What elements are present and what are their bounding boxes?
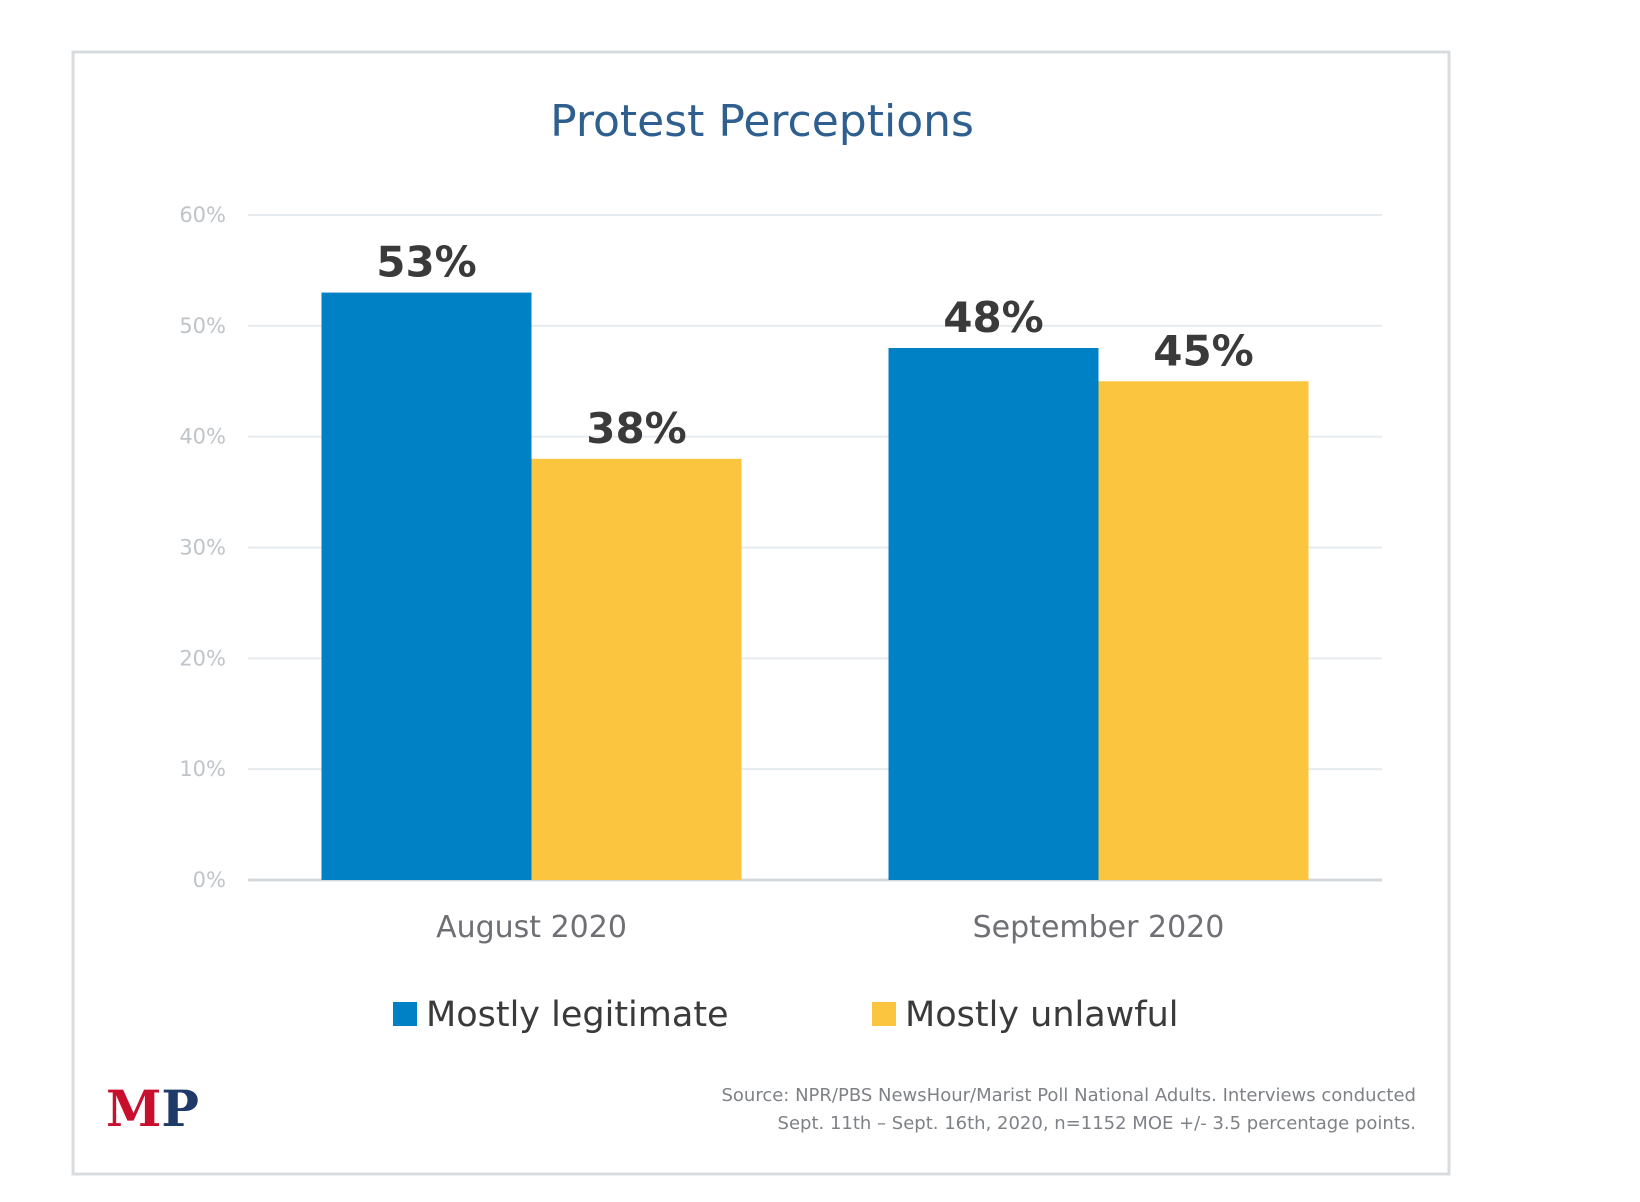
- data-label: 45%: [1153, 326, 1254, 375]
- y-tick-label: 60%: [179, 203, 226, 227]
- legend: Mostly legitimate Mostly unlawful: [393, 995, 1179, 1035]
- y-tick-label: 30%: [179, 536, 226, 560]
- source-note-line1: Source: NPR/PBS NewsHour/Marist Poll Nat…: [721, 1085, 1416, 1106]
- source-note-line2: Sept. 11th – Sept. 16th, 2020, n=1152 MO…: [778, 1113, 1416, 1134]
- y-tick-label: 10%: [179, 757, 226, 781]
- bar-mostly-legitimate-1: [888, 348, 1099, 880]
- y-tick-label: 50%: [179, 314, 226, 338]
- bars: [321, 292, 1309, 880]
- bar-mostly-unlawful-1: [1098, 381, 1309, 880]
- bar-mostly-unlawful-0: [531, 458, 742, 880]
- category-label: August 2020: [436, 910, 627, 945]
- y-tick-label: 40%: [179, 425, 226, 449]
- data-labels: 53% 38% 48% 45%: [376, 238, 1254, 453]
- bar-mostly-legitimate-0: [321, 292, 532, 880]
- data-label: 53%: [376, 238, 477, 287]
- svg-text:MP: MP: [106, 1079, 199, 1138]
- chart-title: Protest Perceptions: [550, 96, 974, 147]
- y-tick-label: 20%: [179, 646, 226, 670]
- data-label: 48%: [943, 293, 1044, 342]
- legend-swatch: [393, 1002, 417, 1026]
- data-label: 38%: [586, 404, 687, 453]
- legend-swatch: [872, 1002, 896, 1026]
- y-tick-label: 0%: [193, 868, 226, 892]
- category-label: September 2020: [973, 910, 1225, 945]
- legend-label: Mostly unlawful: [905, 995, 1179, 1035]
- y-axis-ticks: 0% 10% 20% 30% 40% 50% 60%: [179, 203, 226, 892]
- legend-label: Mostly legitimate: [426, 995, 729, 1035]
- x-axis-categories: August 2020 September 2020: [436, 910, 1224, 945]
- marist-poll-logo: MP: [106, 1079, 199, 1138]
